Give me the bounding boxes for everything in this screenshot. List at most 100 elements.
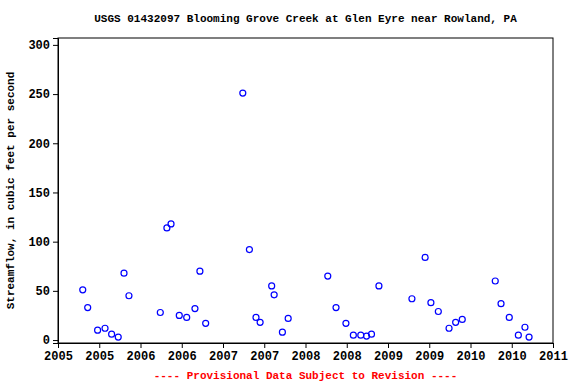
data-point [350,332,356,338]
data-point [269,283,275,289]
data-point [515,332,521,338]
annotation: ---- Provisional Data Subject to Revisio… [154,370,458,382]
x-tick: 2007 [250,343,279,364]
data-point [376,283,382,289]
data-point [115,334,121,340]
x-tick-mark [512,343,513,348]
y-tick: 250 [28,88,58,102]
y-tick-label: 200 [28,138,50,152]
x-tick: 2008 [292,343,321,364]
y-tick-mark [53,242,58,243]
x-tick: 2009 [415,343,444,364]
x-tick-mark [471,343,472,348]
x-tick-mark [99,343,100,348]
x-tick: 2008 [333,343,362,364]
x-tick-label: 2008 [333,350,362,364]
data-point [121,270,127,276]
x-tick-mark [388,343,389,348]
data-point [271,292,277,298]
y-tick-label: 100 [28,236,50,250]
y-tick-mark [53,94,58,95]
data-point [358,332,364,338]
data-point [240,90,246,96]
x-tick-mark [306,343,307,348]
y-tick-label: 250 [28,88,50,102]
data-point [197,268,203,274]
x-tick-label: 2010 [498,350,527,364]
y-tick-mark [53,291,58,292]
x-tick: 2011 [539,343,568,364]
data-point [492,278,498,284]
x-tick-mark [429,343,430,348]
y-tick: 0 [43,334,58,348]
y-tick-label: 300 [28,39,50,53]
x-tick-label: 2005 [85,350,114,364]
x-tick-label: 2011 [539,350,568,364]
data-point [459,316,465,322]
y-tick-mark [53,45,58,46]
data-point [422,254,428,260]
data-point [325,273,331,279]
data-point [126,293,132,299]
y-tick-mark [53,340,58,341]
x-tick: 2006 [127,343,156,364]
x-tick-label: 2007 [250,350,279,364]
x-tick-mark [347,343,348,348]
x-tick-label: 2006 [127,350,156,364]
data-point [333,305,339,311]
x-axis: 2005200520062006200720072008200820092009… [44,343,568,364]
data-point [85,305,91,311]
x-tick-mark [553,343,554,348]
y-tick: 100 [28,236,58,250]
data-point [257,319,263,325]
x-tick: 2010 [457,343,486,364]
y-tick: 300 [28,39,58,53]
x-tick-label: 2008 [292,350,321,364]
data-point [102,325,108,331]
y-tick: 200 [28,138,58,152]
data-point [109,331,115,337]
plot-frame [58,38,553,343]
data-point [184,314,190,320]
y-tick-mark [53,192,58,193]
y-axis: 0 50 100 150 200 250 300 [28,39,58,349]
data-point [522,324,528,330]
y-tick-label: 0 [43,334,50,348]
data-point [409,296,415,302]
x-tick-label: 2009 [374,350,403,364]
title: USGS 01432097 Blooming Grove Creek at Gl… [94,13,517,25]
y-tick-label: 150 [28,187,50,201]
y-axis-title: Streamflow, in cubic feet per second [5,72,17,310]
data-point [453,319,459,325]
data-point [435,309,441,315]
y-tick: 50 [36,285,58,299]
x-tick: 2010 [498,343,527,364]
data-point [428,300,434,306]
data-point [343,320,349,326]
data-point [498,301,504,307]
x-tick-mark [141,343,142,348]
x-axis-line [59,344,554,349]
x-tick-mark [182,343,183,348]
data-point [285,315,291,321]
x-tick-mark [223,343,224,348]
x-tick-label: 2006 [168,350,197,364]
x-tick: 2005 [85,343,114,364]
y-axis-line [53,39,59,344]
points [80,90,532,340]
data-point [95,327,101,333]
y-tick-label: 50 [36,285,50,299]
data-point [279,329,285,335]
y-tick-mark [53,143,58,144]
data-point [526,334,532,340]
x-tick: 2007 [209,343,238,364]
x-tick-label: 2009 [415,350,444,364]
chart: 2005200520062006200720072008200820092009… [0,0,576,384]
x-tick-label: 2010 [457,350,486,364]
x-tick-mark [264,343,265,348]
data-point [246,247,252,253]
data-point [369,331,375,337]
data-point [80,287,86,293]
data-point [157,310,163,316]
x-tick: 2009 [374,343,403,364]
